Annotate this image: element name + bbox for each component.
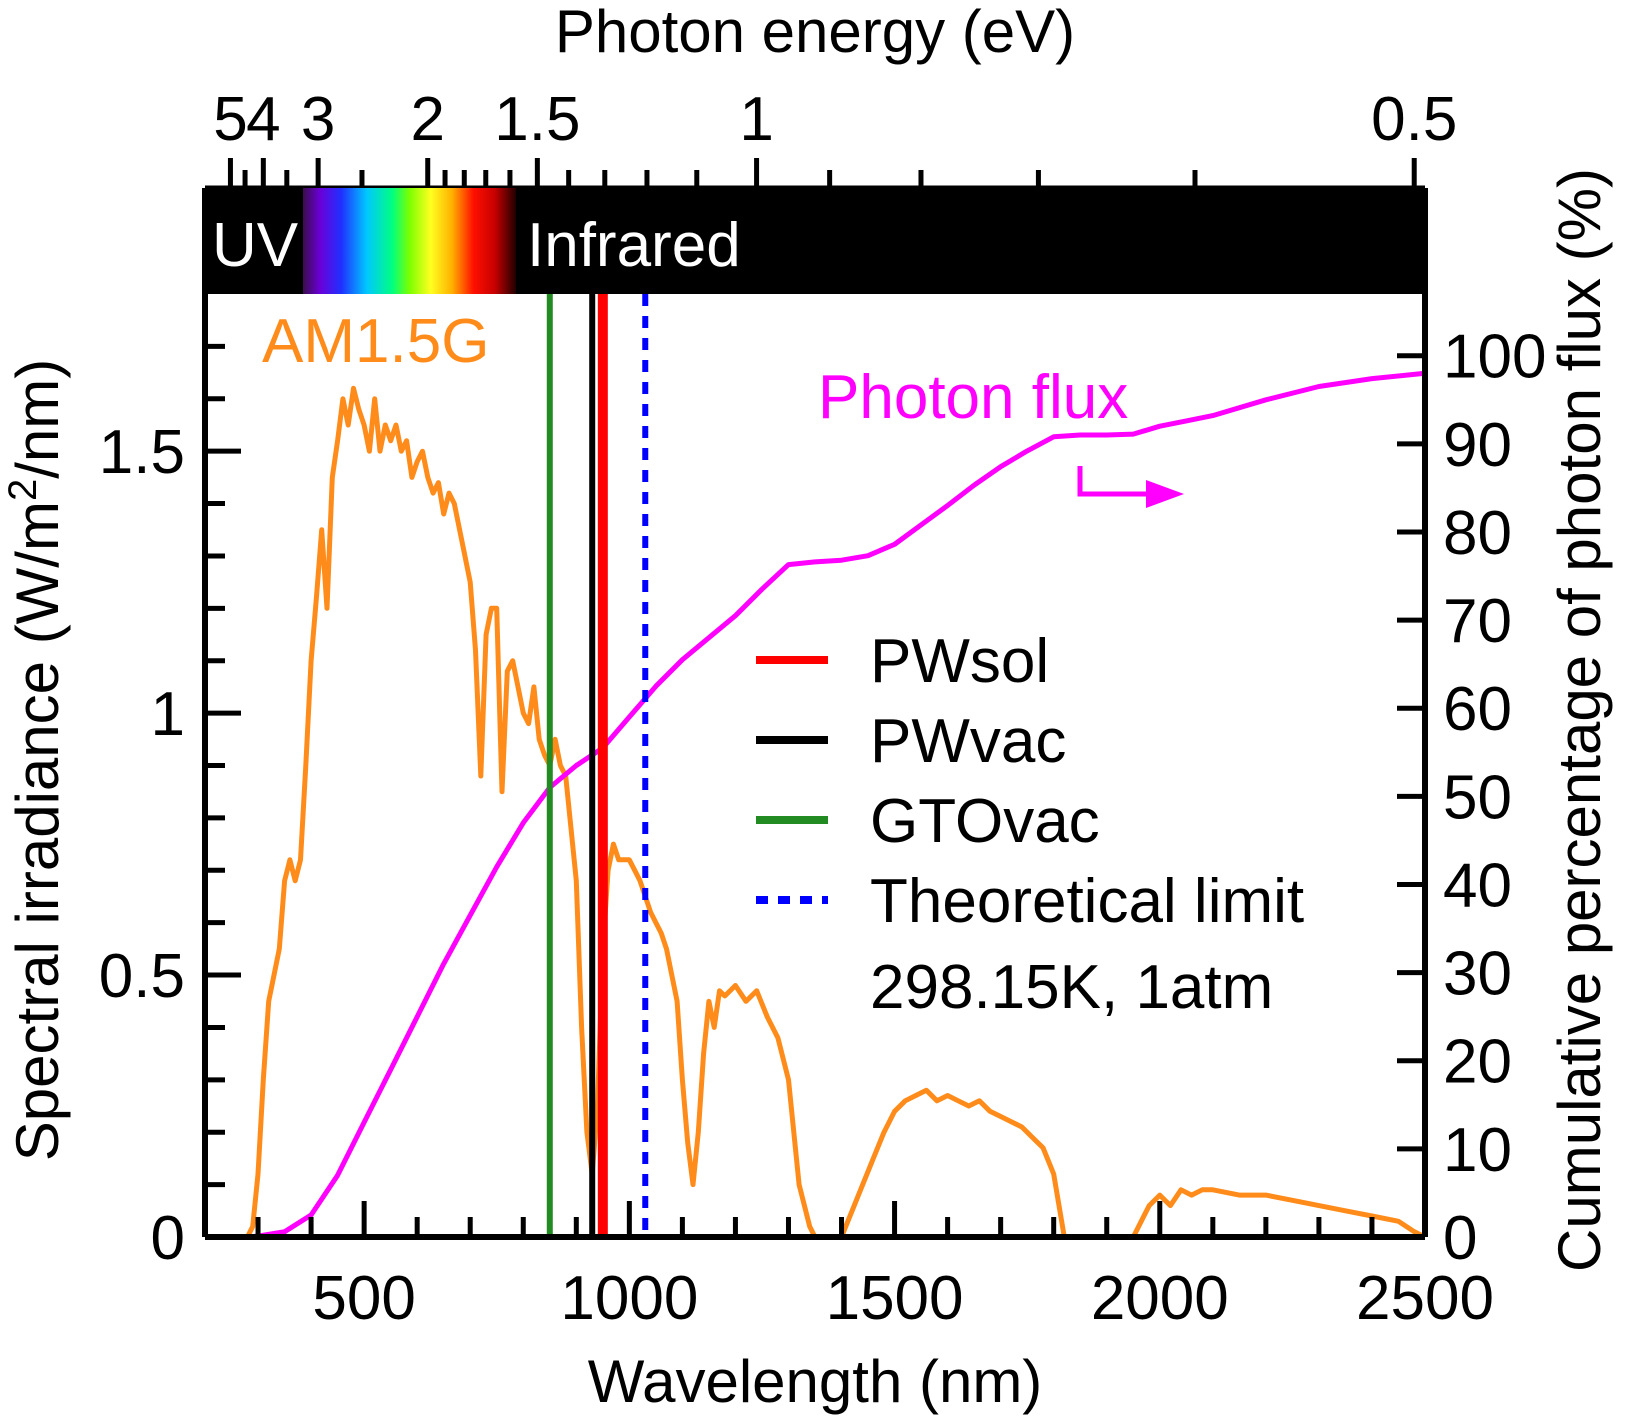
legend-label-pwsol: PWsol xyxy=(870,627,1049,696)
y-left-axis-title: Spectral irradiance (W/m2/nm) xyxy=(1,359,71,1161)
legend-label-gtovac: GTOvac xyxy=(870,787,1100,856)
y-right-tick-label: 70 xyxy=(1443,587,1512,656)
y-left-tick-label: 1 xyxy=(151,680,185,749)
legend-label-pwvac: PWvac xyxy=(870,707,1066,776)
right-axis-arrow-icon xyxy=(1077,466,1184,508)
y-right-tick-label: 100 xyxy=(1443,323,1546,392)
x-axis-ticks: 500 1000 1500 2000 2500 xyxy=(255,1201,1494,1333)
x-tick-label: 1000 xyxy=(560,1264,698,1333)
infrared-label: Infrared xyxy=(527,211,741,280)
am15g-annotation: AM1.5G xyxy=(262,307,489,376)
y-right-axis-ticks: 0 10 20 30 40 50 60 70 80 90 100 xyxy=(1397,323,1546,1273)
top-tick-label: 0.5 xyxy=(1371,85,1457,154)
y-right-tick-label: 30 xyxy=(1443,940,1512,1009)
top-tick-label: 5 xyxy=(213,85,247,154)
visible-spectrum-gradient xyxy=(303,188,516,294)
top-tick-label: 2 xyxy=(410,85,444,154)
top-tick-label: 1 xyxy=(739,85,773,154)
x-tick-label: 2000 xyxy=(1091,1264,1229,1333)
plot-area xyxy=(245,294,1427,1240)
x-axis-title: Wavelength (nm) xyxy=(588,1348,1043,1415)
top-axis-title: Photon energy (eV) xyxy=(555,0,1075,65)
y-right-tick-label: 50 xyxy=(1443,763,1512,832)
top-axis-ticks: 54 3 2 1.5 1 0.5 xyxy=(205,85,1457,191)
y-right-axis-title: Cumulative percentage of photon flux (%) xyxy=(1546,168,1613,1272)
vertical-lines xyxy=(546,294,649,1237)
x-tick-label: 1500 xyxy=(826,1264,964,1333)
x-tick-label: 2500 xyxy=(1356,1264,1494,1333)
y-left-tick-label: 1.5 xyxy=(99,418,185,487)
legend-label-theoretical-limit: Theoretical limit xyxy=(870,867,1304,936)
series-photon-flux-line xyxy=(247,370,1426,1240)
y-right-tick-label: 20 xyxy=(1443,1028,1512,1097)
y-left-tick-label: 0 xyxy=(151,1204,185,1273)
x-tick-label: 500 xyxy=(312,1264,415,1333)
series-am15g-line xyxy=(245,385,1427,1240)
y-right-tick-label: 80 xyxy=(1443,499,1512,568)
y-left-tick-label: 0.5 xyxy=(99,942,185,1011)
photon-flux-annotation: Photon flux xyxy=(818,363,1128,432)
y-right-tick-label: 0 xyxy=(1443,1204,1477,1273)
conditions-annotation: 298.15K, 1atm xyxy=(870,953,1273,1022)
y-right-tick-label: 90 xyxy=(1443,411,1512,480)
top-tick-label: 1.5 xyxy=(494,85,580,154)
top-tick-label: 3 xyxy=(301,85,335,154)
top-tick-label: 4 xyxy=(246,85,280,154)
legend: PWsol PWvac GTOvac Theoretical limit xyxy=(756,627,1304,936)
uv-label: UV xyxy=(212,211,299,280)
y-right-tick-label: 10 xyxy=(1443,1116,1512,1185)
y-left-axis-ticks: 0 0.5 1 1.5 xyxy=(99,343,241,1273)
y-right-tick-label: 60 xyxy=(1443,675,1512,744)
y-right-tick-label: 40 xyxy=(1443,851,1512,920)
